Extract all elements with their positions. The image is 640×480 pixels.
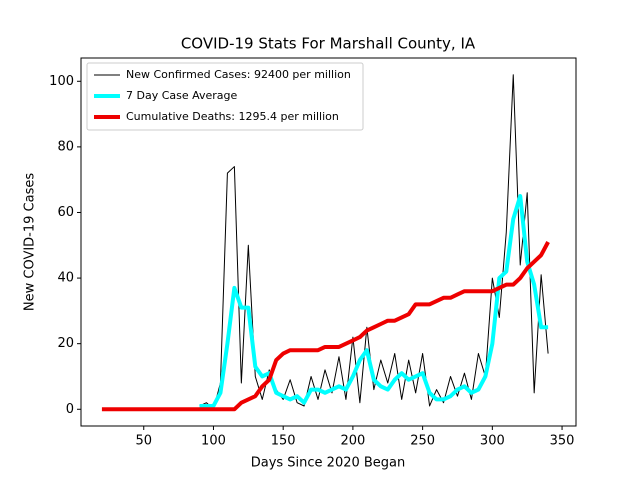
x-tick-label: 250 <box>410 434 435 449</box>
x-tick-label: 150 <box>271 434 296 449</box>
chart-title: COVID-19 Stats For Marshall County, IA <box>181 35 476 53</box>
y-tick-label: 80 <box>57 139 74 154</box>
plot-frame <box>80 57 577 427</box>
y-tick-label: 0 <box>66 402 74 417</box>
legend <box>86 62 364 131</box>
x-axis-label: Days Since 2020 Began <box>251 456 406 471</box>
x-tick-label: 350 <box>550 434 575 449</box>
legend-label: 7 Day Case Average <box>126 89 238 102</box>
legend-label: Cumulative Deaths: 1295.4 per million <box>126 110 339 123</box>
x-tick-label: 200 <box>340 434 365 449</box>
series-line <box>101 241 550 412</box>
x-tick-label: 100 <box>201 434 226 449</box>
y-tick-label: 40 <box>57 271 74 286</box>
y-tick-label: 20 <box>57 336 74 351</box>
x-tick-label: 300 <box>480 434 505 449</box>
series-line <box>199 74 549 410</box>
y-tick-label: 100 <box>49 74 74 89</box>
legend-label: New Confirmed Cases: 92400 per million <box>126 68 351 81</box>
series-line <box>199 194 549 408</box>
y-tick-label: 60 <box>57 205 74 220</box>
y-axis-label: New COVID-19 Cases <box>23 173 38 311</box>
x-tick-label: 50 <box>135 434 152 449</box>
